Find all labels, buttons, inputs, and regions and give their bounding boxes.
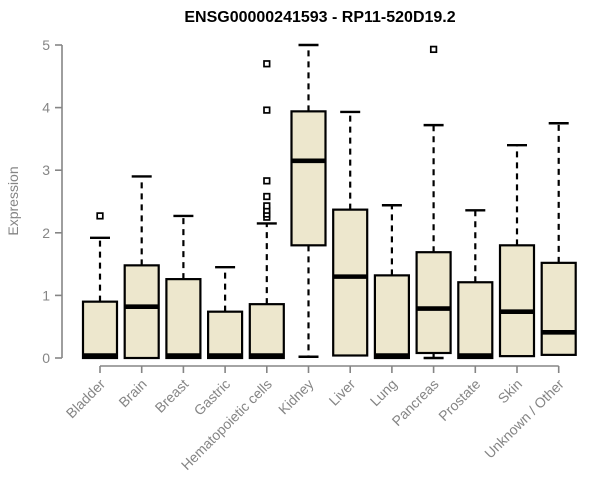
outlier-point: [96, 212, 104, 220]
box-Unknown / Other: [540, 261, 577, 356]
x-tick-label: Prostate: [435, 376, 483, 424]
box-Breast: [165, 278, 202, 360]
box-Bladder: [81, 300, 119, 360]
outlier-point: [263, 192, 271, 201]
y-axis-label: Expression: [5, 166, 21, 235]
x-tick-label: Lung: [367, 376, 400, 409]
x-tick-label: Skin: [495, 376, 526, 407]
box-Brain: [123, 264, 160, 360]
box-Liver: [332, 208, 369, 357]
box-Skin: [498, 244, 536, 358]
outlier-point: [263, 60, 271, 68]
y-tick-label: 0: [42, 350, 50, 366]
outlier-point: [263, 202, 271, 210]
y-tick-label: 4: [42, 100, 50, 116]
x-tick-label: Kidney: [275, 376, 317, 418]
y-tick-label: 1: [42, 287, 50, 303]
x-tick-label: Breast: [152, 376, 192, 416]
y-tick-label: 2: [42, 225, 50, 241]
box-Prostate: [457, 281, 494, 360]
y-tick-label: 5: [42, 37, 50, 53]
chart-title: ENSG00000241593 - RP11-520D19.2: [184, 9, 455, 26]
x-tick-label: Brain: [115, 376, 149, 410]
x-tick-label: Liver: [326, 376, 359, 409]
box-Gastric: [207, 310, 244, 360]
y-tick-label: 3: [42, 162, 50, 178]
x-tick-label: Unknown / Other: [481, 376, 567, 462]
outlier-point: [429, 45, 438, 54]
outlier-point: [263, 106, 271, 114]
x-tick-label: Bladder: [63, 376, 109, 422]
outlier-point: [263, 177, 271, 185]
box-Lung: [373, 274, 410, 360]
box-Hematopoietic cells: [248, 303, 285, 360]
box-Kidney: [290, 110, 327, 247]
box-Pancreas: [415, 251, 452, 355]
